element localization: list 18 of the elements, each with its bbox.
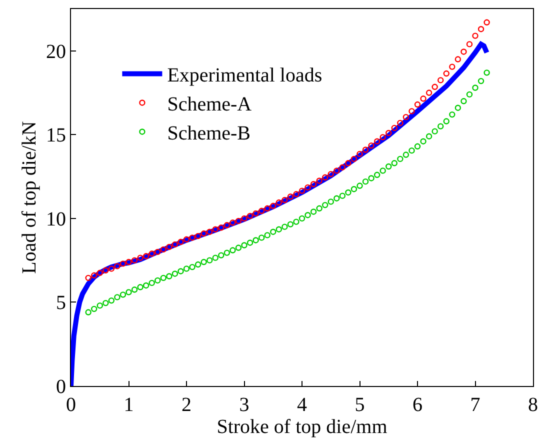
x-tick-label: 1: [124, 394, 134, 416]
y-tick-label: 20: [46, 40, 66, 63]
x-tick-label: 5: [354, 394, 365, 416]
y-tick-label: 10: [46, 208, 66, 230]
x-tick-label: 4: [297, 394, 307, 416]
legend-label: Scheme-B: [167, 122, 251, 145]
x-tick-label: 6: [412, 394, 422, 416]
x-tick-label: 3: [239, 394, 250, 416]
x-tick-label: 8: [528, 394, 538, 416]
y-tick-label: 5: [56, 292, 66, 314]
y-axis-title: Load of top die/kN: [18, 121, 40, 274]
y-tick-label: 15: [46, 124, 66, 147]
legend-label: Scheme-A: [167, 94, 252, 116]
x-tick-label: 2: [182, 394, 192, 416]
x-tick-label: 7: [470, 394, 480, 416]
x-axis-title: Stroke of top die/mm: [216, 416, 388, 438]
legend-label: Experimental loads: [167, 64, 322, 87]
y-tick-label: 0: [56, 376, 66, 398]
